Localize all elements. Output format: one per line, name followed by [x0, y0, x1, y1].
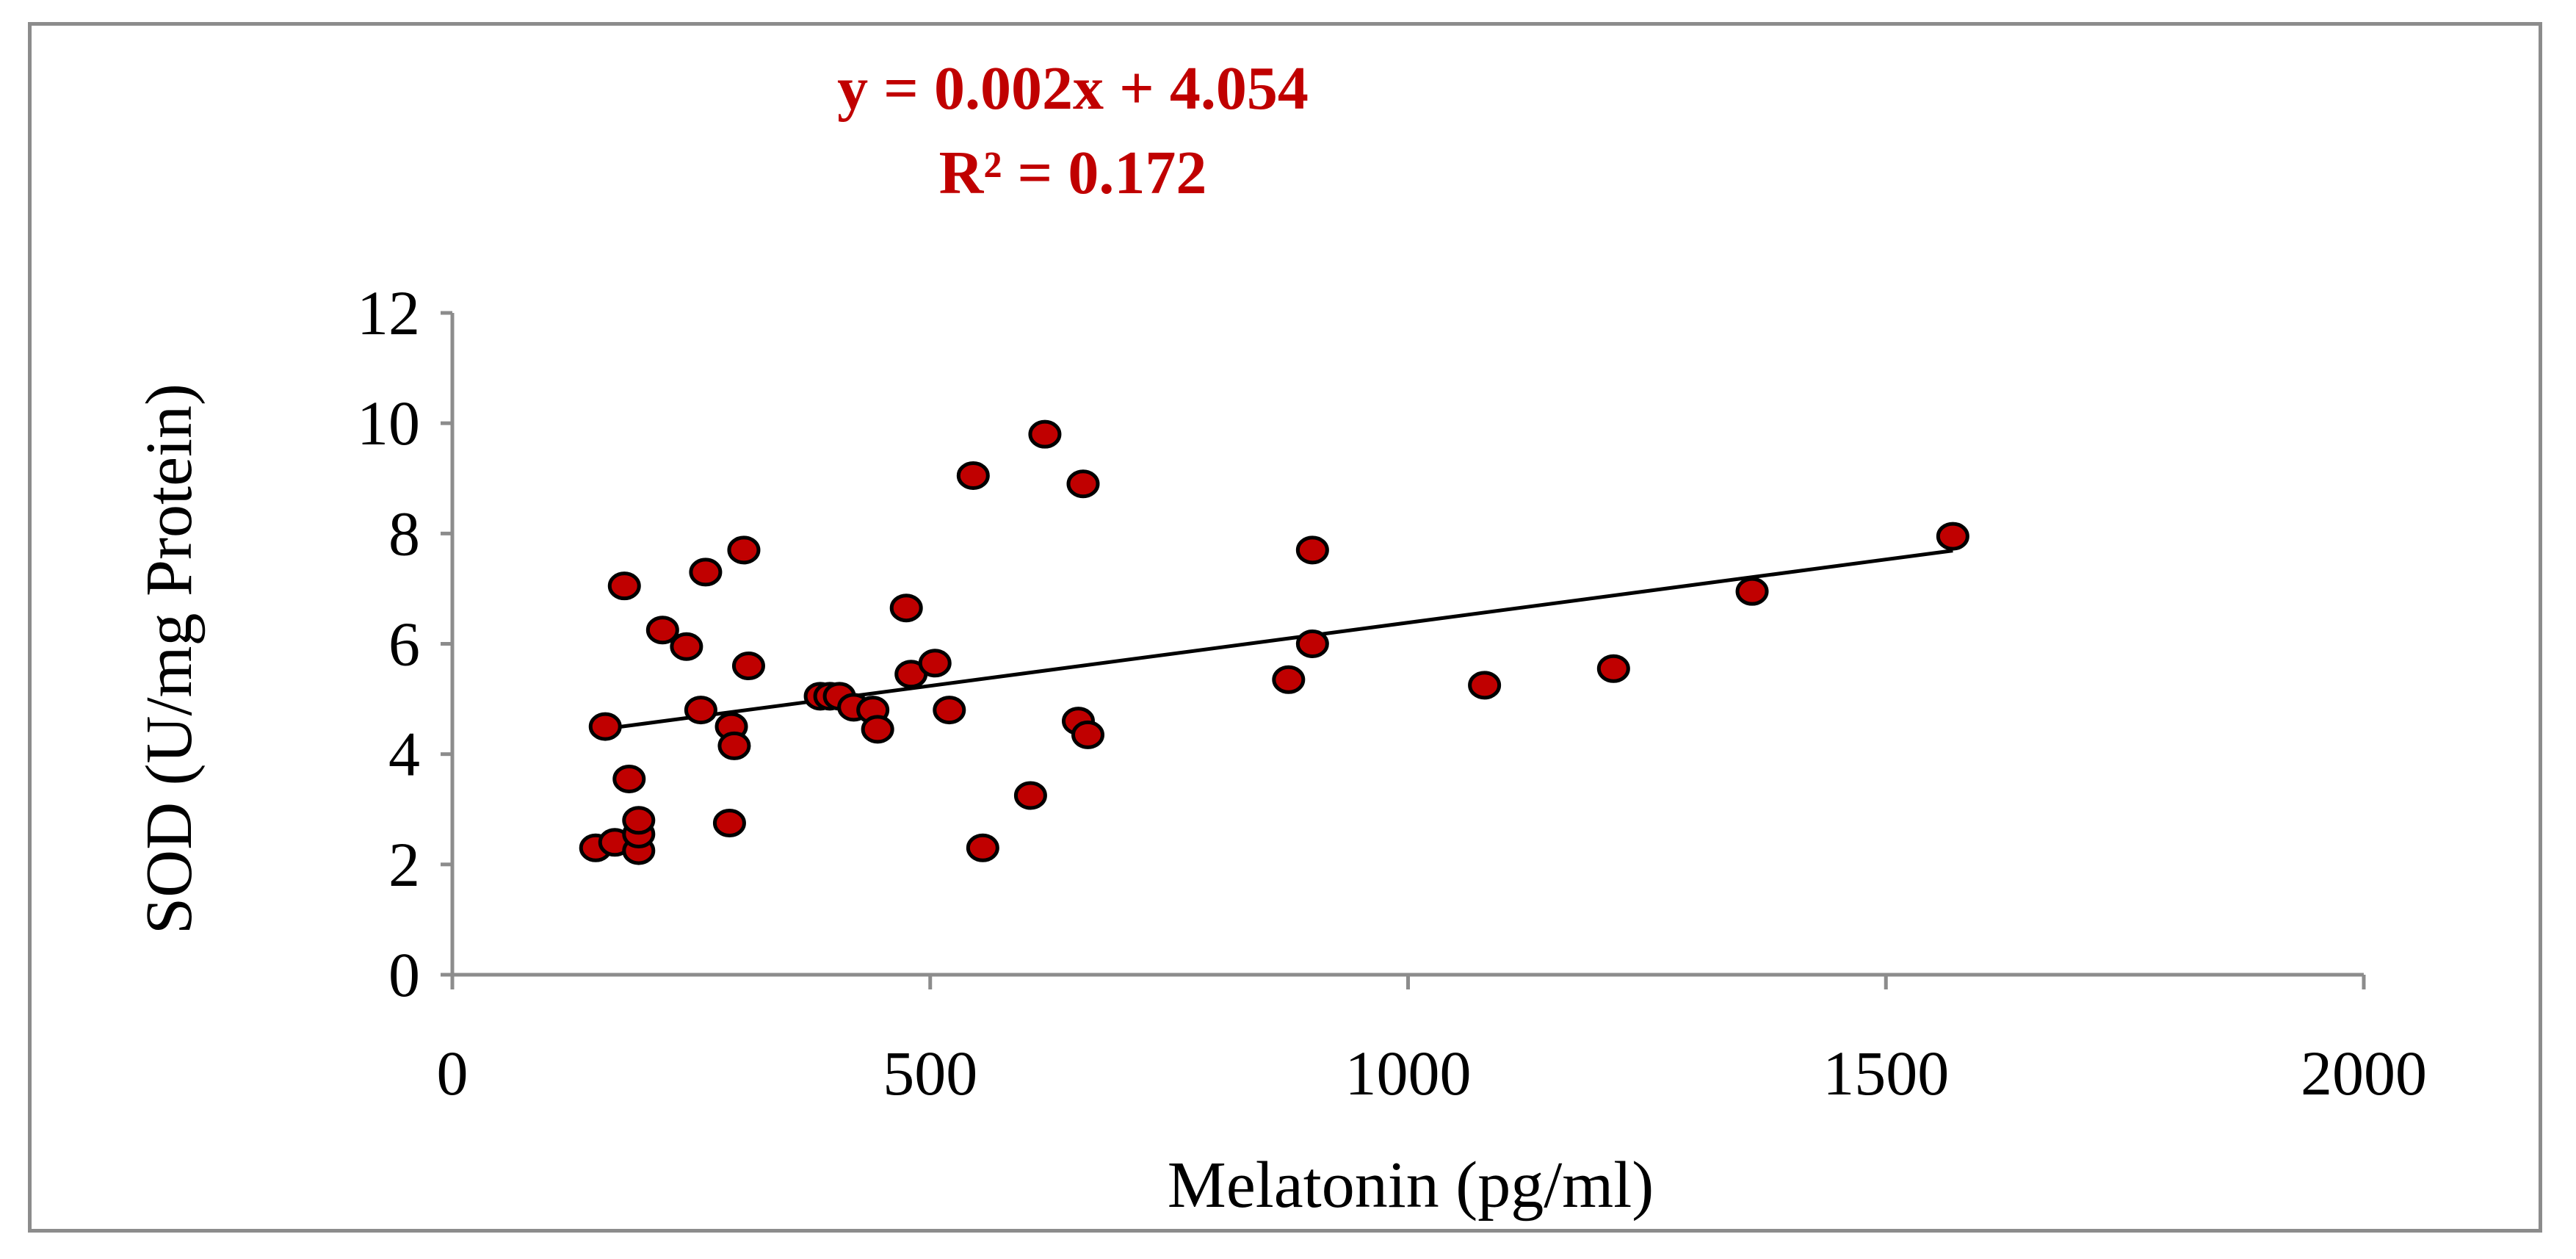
- data-point: [918, 649, 952, 678]
- data-point: [622, 806, 656, 835]
- data-point: [645, 616, 679, 645]
- data-point: [689, 558, 723, 587]
- y-tick-label: 6: [388, 609, 420, 679]
- data-point: [1295, 535, 1329, 565]
- data-point: [607, 571, 641, 601]
- data-point: [1066, 469, 1100, 499]
- scatter-chart: y = 0.002x + 4.054 R² = 0.172 024681012 …: [133, 54, 2427, 1222]
- data-point: [1071, 720, 1104, 749]
- y-tick-label: 12: [357, 278, 420, 348]
- y-tick-label: 8: [388, 498, 420, 569]
- data-point: [956, 461, 990, 490]
- data-point: [966, 833, 999, 862]
- equation-text: y = 0.002x + 4.054: [837, 54, 1309, 123]
- axes: [450, 313, 2364, 977]
- data-point: [1295, 630, 1329, 658]
- x-tick-label: 0: [437, 1038, 468, 1108]
- y-tick-label: 2: [388, 829, 420, 900]
- chart-frame: y = 0.002x + 4.054 R² = 0.172 0 2 4 6 8 10 12 …: [28, 22, 2542, 1233]
- x-tick-label: 2000: [2301, 1038, 2427, 1108]
- data-point: [1468, 671, 1502, 700]
- data-point: [717, 731, 751, 760]
- data-point: [612, 764, 646, 793]
- x-tick-label: 500: [883, 1038, 977, 1108]
- data-point: [1596, 654, 1630, 683]
- data-point: [684, 696, 717, 725]
- data-point: [670, 632, 703, 661]
- x-axis-ticks: 0 500 1000 1500 2000: [437, 975, 2427, 1108]
- data-point: [588, 712, 622, 741]
- data-point: [889, 594, 923, 623]
- data-point: [1013, 781, 1047, 810]
- y-tick-label: 10: [357, 388, 420, 458]
- data-point: [712, 809, 746, 838]
- data-point: [861, 715, 894, 744]
- x-axis-title: Melatonin (pg/ml): [1168, 1149, 1654, 1222]
- data-points: [579, 419, 1969, 865]
- data-point: [1735, 577, 1769, 606]
- y-axis-ticks: 0 2 4 6 8 10 12: [357, 278, 452, 1010]
- y-tick-label: 4: [388, 719, 420, 790]
- x-tick-label: 1000: [1345, 1038, 1472, 1108]
- trendline-equation: y = 0.002x + 4.054 R² = 0.172: [837, 54, 1309, 207]
- r-squared-text: R² = 0.172: [939, 139, 1207, 207]
- data-point: [1028, 419, 1062, 449]
- data-point: [731, 652, 765, 681]
- x-tick-label: 1500: [1823, 1038, 1949, 1108]
- data-point: [933, 696, 966, 725]
- data-point: [727, 535, 761, 565]
- y-tick-label: 0: [388, 939, 420, 1010]
- data-point: [1272, 665, 1306, 694]
- data-point: [1936, 522, 1969, 551]
- y-axis-title: SOD (U/mg Protein): [133, 383, 206, 934]
